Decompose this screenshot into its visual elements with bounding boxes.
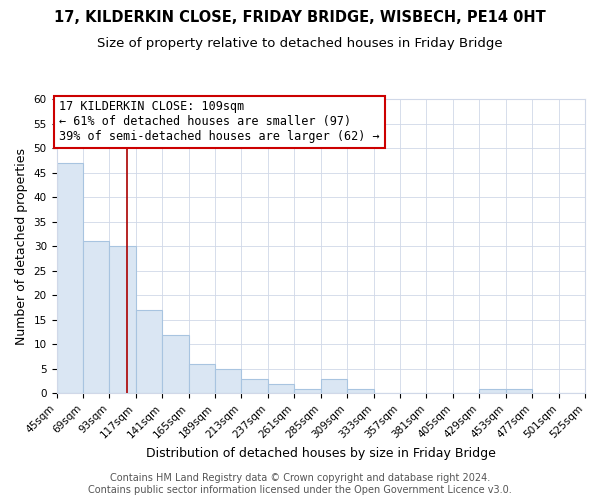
Bar bbox=[479, 388, 506, 394]
Bar bbox=[506, 388, 532, 394]
Bar bbox=[347, 388, 374, 394]
Text: Size of property relative to detached houses in Friday Bridge: Size of property relative to detached ho… bbox=[97, 38, 503, 51]
Bar bbox=[136, 310, 162, 394]
Bar bbox=[215, 369, 241, 394]
Bar bbox=[162, 334, 188, 394]
Bar bbox=[83, 242, 109, 394]
Bar bbox=[109, 246, 136, 394]
Bar bbox=[268, 384, 295, 394]
Bar bbox=[56, 163, 83, 394]
Text: Contains HM Land Registry data © Crown copyright and database right 2024.
Contai: Contains HM Land Registry data © Crown c… bbox=[88, 474, 512, 495]
Bar bbox=[188, 364, 215, 394]
Bar bbox=[321, 379, 347, 394]
Text: 17, KILDERKIN CLOSE, FRIDAY BRIDGE, WISBECH, PE14 0HT: 17, KILDERKIN CLOSE, FRIDAY BRIDGE, WISB… bbox=[54, 10, 546, 25]
X-axis label: Distribution of detached houses by size in Friday Bridge: Distribution of detached houses by size … bbox=[146, 447, 496, 460]
Y-axis label: Number of detached properties: Number of detached properties bbox=[15, 148, 28, 344]
Text: 17 KILDERKIN CLOSE: 109sqm
← 61% of detached houses are smaller (97)
39% of semi: 17 KILDERKIN CLOSE: 109sqm ← 61% of deta… bbox=[59, 100, 380, 144]
Bar bbox=[295, 388, 321, 394]
Bar bbox=[241, 379, 268, 394]
